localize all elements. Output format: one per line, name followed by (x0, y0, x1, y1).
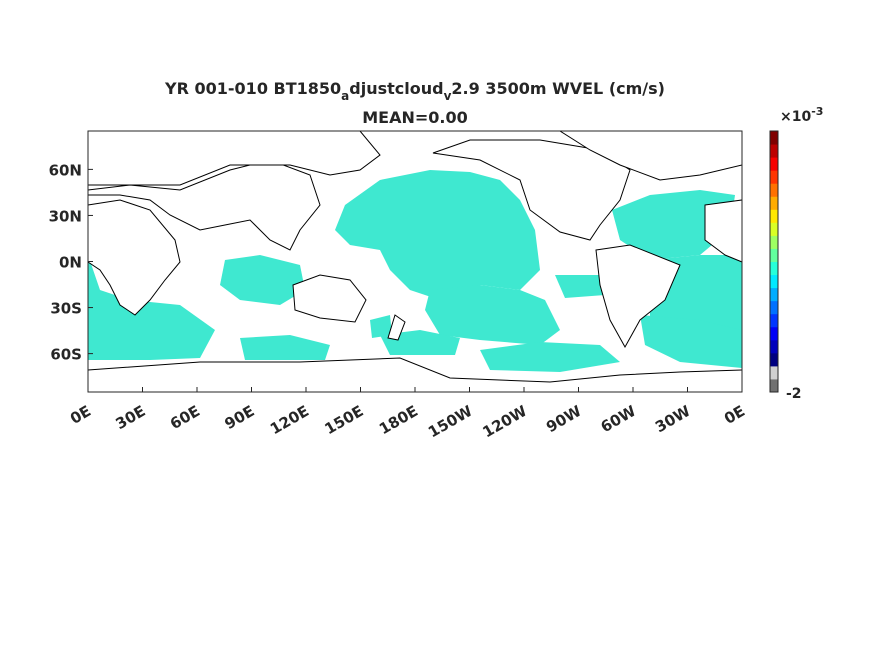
title-part: 2.9 3500m WVEL (cm/s) (451, 79, 665, 98)
title-part: YR 001-010 BT1850 (164, 79, 341, 98)
colorbar-segment (770, 131, 778, 145)
colorbar-segment (770, 196, 778, 210)
colorbar-segment (770, 378, 778, 393)
colorbar-multiplier: ×10-3 (780, 105, 823, 125)
colorbar-segment (770, 170, 778, 184)
colorbar-tick-label: -2 (786, 386, 802, 402)
y-tick-label: 0N (59, 254, 82, 272)
ocean-field (88, 170, 742, 372)
colorbar-segment (770, 300, 778, 315)
colorbar-segment (770, 222, 778, 236)
y-tick-label: 60S (50, 346, 82, 364)
title-subscript: v (444, 89, 452, 103)
colorbar-segment (770, 157, 778, 171)
colorbar-frame (769, 130, 779, 393)
colorbar-segment (770, 235, 778, 249)
colorbar-segment (770, 183, 778, 197)
colorbar-segment (770, 287, 778, 302)
title-subscript: a (341, 89, 349, 103)
title-part: djustcloud (349, 79, 443, 98)
y-tick-label: 30S (50, 300, 82, 318)
map: 0E 30E 60E 90E 120E 150E 180E 150W 120W 90W 60W 30W… (49, 130, 748, 441)
y-tick-label: 60N (49, 161, 82, 179)
colorbar-segment (770, 248, 778, 262)
coastlines (87, 130, 743, 383)
colorbar-exponent: -3 (811, 105, 823, 118)
colorbar-multiplier-base: ×10 (780, 109, 811, 125)
y-tick-label: 30N (49, 207, 82, 225)
colorbar-segment (770, 209, 778, 223)
colorbar-segment (770, 261, 778, 276)
colorbar-segment (770, 274, 778, 289)
colorbar-segment (770, 352, 778, 367)
colorbar-segment (770, 365, 778, 380)
colorbar-segment (770, 326, 778, 341)
chart-title: YR 001-010 BT1850adjustcloudv2.9 3500m W… (164, 79, 665, 103)
subtitle: MEAN=0.00 (362, 108, 468, 127)
colorbar-segment (770, 339, 778, 354)
colorbar-segment (770, 313, 778, 328)
colorbar: -2 (769, 130, 802, 402)
colorbar-segment (770, 144, 778, 158)
